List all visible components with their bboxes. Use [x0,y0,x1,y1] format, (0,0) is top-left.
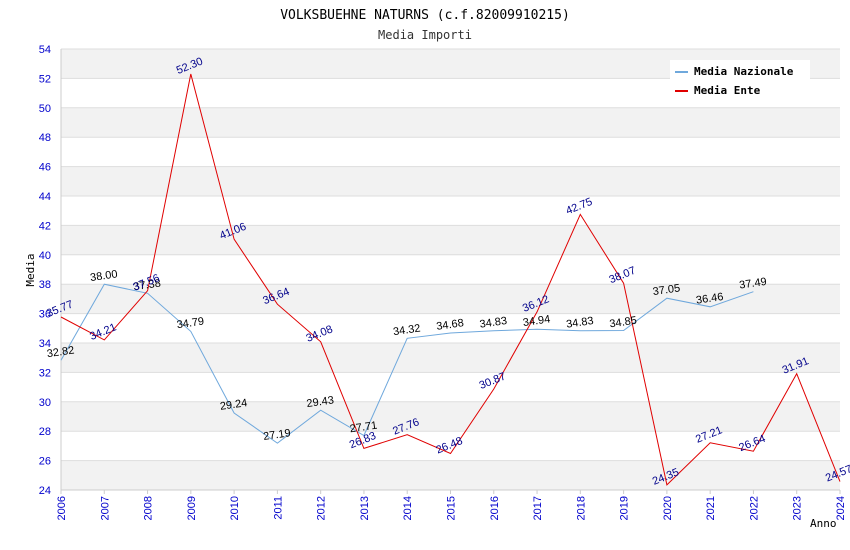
x-tick-label: 2016 [489,496,501,520]
data-label-nazionale: 34.83 [565,315,594,331]
data-label-nazionale: 36.46 [695,291,724,307]
y-tick-label: 36 [39,309,51,321]
grid-bands [61,49,840,490]
data-label-nazionale: 34.79 [176,316,205,332]
grid-band [61,401,840,432]
x-tick-label: 2012 [316,496,328,520]
x-tick-labels: 2006 2007 2008 2009 2010 2011 2012 2013 2014 2015… [56,496,847,520]
x-tick-label: 2018 [575,496,587,520]
y-tick-label: 32 [39,367,51,379]
y-tick-label: 52 [39,73,51,85]
x-tick-label: 2023 [792,496,804,520]
chart-subtitle: Media Importi [378,28,472,42]
x-tick-label: 2009 [186,496,198,520]
data-label-nazionale: 27.71 [349,420,378,436]
y-tick-labels: 24 26 28 30 32 34 36 38 40 42 44 46 48 50 52 54 [39,44,51,497]
data-label-nazionale: 37.05 [652,282,681,298]
data-label-ente: 35.77 [45,298,75,319]
y-tick-label: 48 [39,132,51,144]
data-label-ente: 42.75 [564,196,594,217]
data-label-nazionale: 34.94 [522,313,551,329]
grid-band [61,166,840,196]
y-tick-label: 26 [39,456,51,468]
data-label-nazionale: 34.85 [609,315,638,331]
y-axis-label: Media [24,253,37,286]
data-label-ente: 30.87 [478,371,508,392]
series-line-media-ente [60,73,841,486]
x-tick-label: 2014 [402,496,414,520]
x-tick-label: 2019 [619,496,631,520]
data-label-nazionale: 34.32 [392,322,421,338]
y-tick-label: 50 [39,103,51,115]
data-label-nazionale: 29.24 [219,397,248,413]
chart-title: VOLKSBUEHNE NATURNS (c.f.82009910215) [280,8,570,23]
y-tick-label: 40 [39,250,51,262]
y-tick-label: 28 [39,426,51,438]
x-tick-label: 2013 [359,496,371,520]
grid-band [61,460,840,490]
x-tick-label: 2022 [748,496,760,520]
y-tick-label: 38 [39,279,51,291]
y-tick-label: 44 [39,191,51,203]
legend-label-media-nazionale: Media Nazionale [694,65,794,78]
axes [60,49,841,494]
x-tick-label: 2017 [532,496,544,520]
x-tick-label: 2008 [143,496,155,520]
grid-band [61,225,840,255]
y-tick-label: 24 [39,485,51,497]
x-axis-label: Anno [810,517,837,530]
data-label-nazionale: 29.43 [306,394,335,410]
x-tick-label: 2024 [835,496,847,520]
data-label-nazionale: 37.38 [133,277,162,293]
x-tick-label: 2006 [56,496,68,520]
grid-lines [61,48,840,491]
data-label-nazionale: 37.49 [739,276,768,292]
series-lines [60,73,841,486]
x-tick-label: 2020 [662,496,674,520]
y-tick-label: 54 [39,44,51,56]
data-label-nazionale: 38.00 [89,268,118,284]
data-label-nazionale: 32.82 [46,345,75,361]
data-label-nazionale: 34.83 [479,315,508,331]
data-label-nazionale: 27.19 [263,427,292,443]
y-tick-label: 46 [39,162,51,174]
grid-band [61,107,840,138]
legend-label-media-ente: Media Ente [694,84,761,97]
data-label-ente: 34.08 [305,323,335,344]
grid-band [61,284,840,314]
legend: Media Nazionale Media Ente [670,60,810,102]
x-tick-label: 2010 [229,496,241,520]
series-line-media-nazionale [60,283,754,444]
data-label-nazionale: 34.68 [436,317,465,333]
data-label-ente: 38.07 [607,265,637,286]
x-tick-label: 2011 [272,496,284,520]
y-tick-label: 30 [39,397,51,409]
x-tick-label: 2007 [99,496,111,520]
x-tick-label: 2021 [705,496,717,520]
grid-band [61,343,840,373]
y-tick-label: 34 [39,338,51,350]
y-tick-label: 42 [39,220,51,232]
x-tick-label: 2015 [446,496,458,520]
